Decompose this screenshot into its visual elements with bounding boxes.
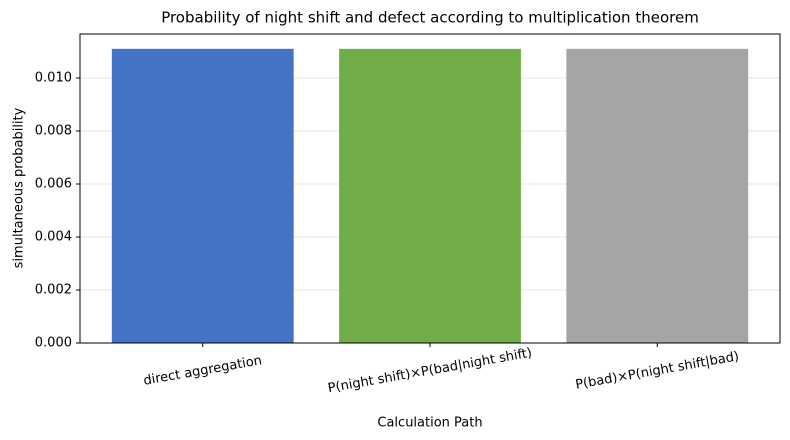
y-tick-label: 0.000 <box>35 336 72 351</box>
y-tick-label: 0.010 <box>35 70 72 85</box>
chart-title: Probability of night shift and defect ac… <box>161 9 699 27</box>
y-tick-label: 0.008 <box>35 123 72 138</box>
x-tick-label: direct aggregation <box>142 353 263 389</box>
x-tick-label: P(night shift)×P(bad|night shift) <box>327 346 533 397</box>
bar <box>111 48 294 343</box>
y-tick-label: 0.006 <box>35 176 72 191</box>
x-tick-label: P(bad)×P(night shift|bad) <box>574 349 740 393</box>
bar <box>566 48 749 343</box>
bar <box>339 48 521 343</box>
y-tick-label: 0.004 <box>35 229 72 244</box>
y-tick-label: 0.002 <box>35 282 72 297</box>
bars <box>111 48 749 343</box>
y-axis-label: simultaneous probability <box>12 107 27 268</box>
x-axis-label: Calculation Path <box>377 416 482 431</box>
